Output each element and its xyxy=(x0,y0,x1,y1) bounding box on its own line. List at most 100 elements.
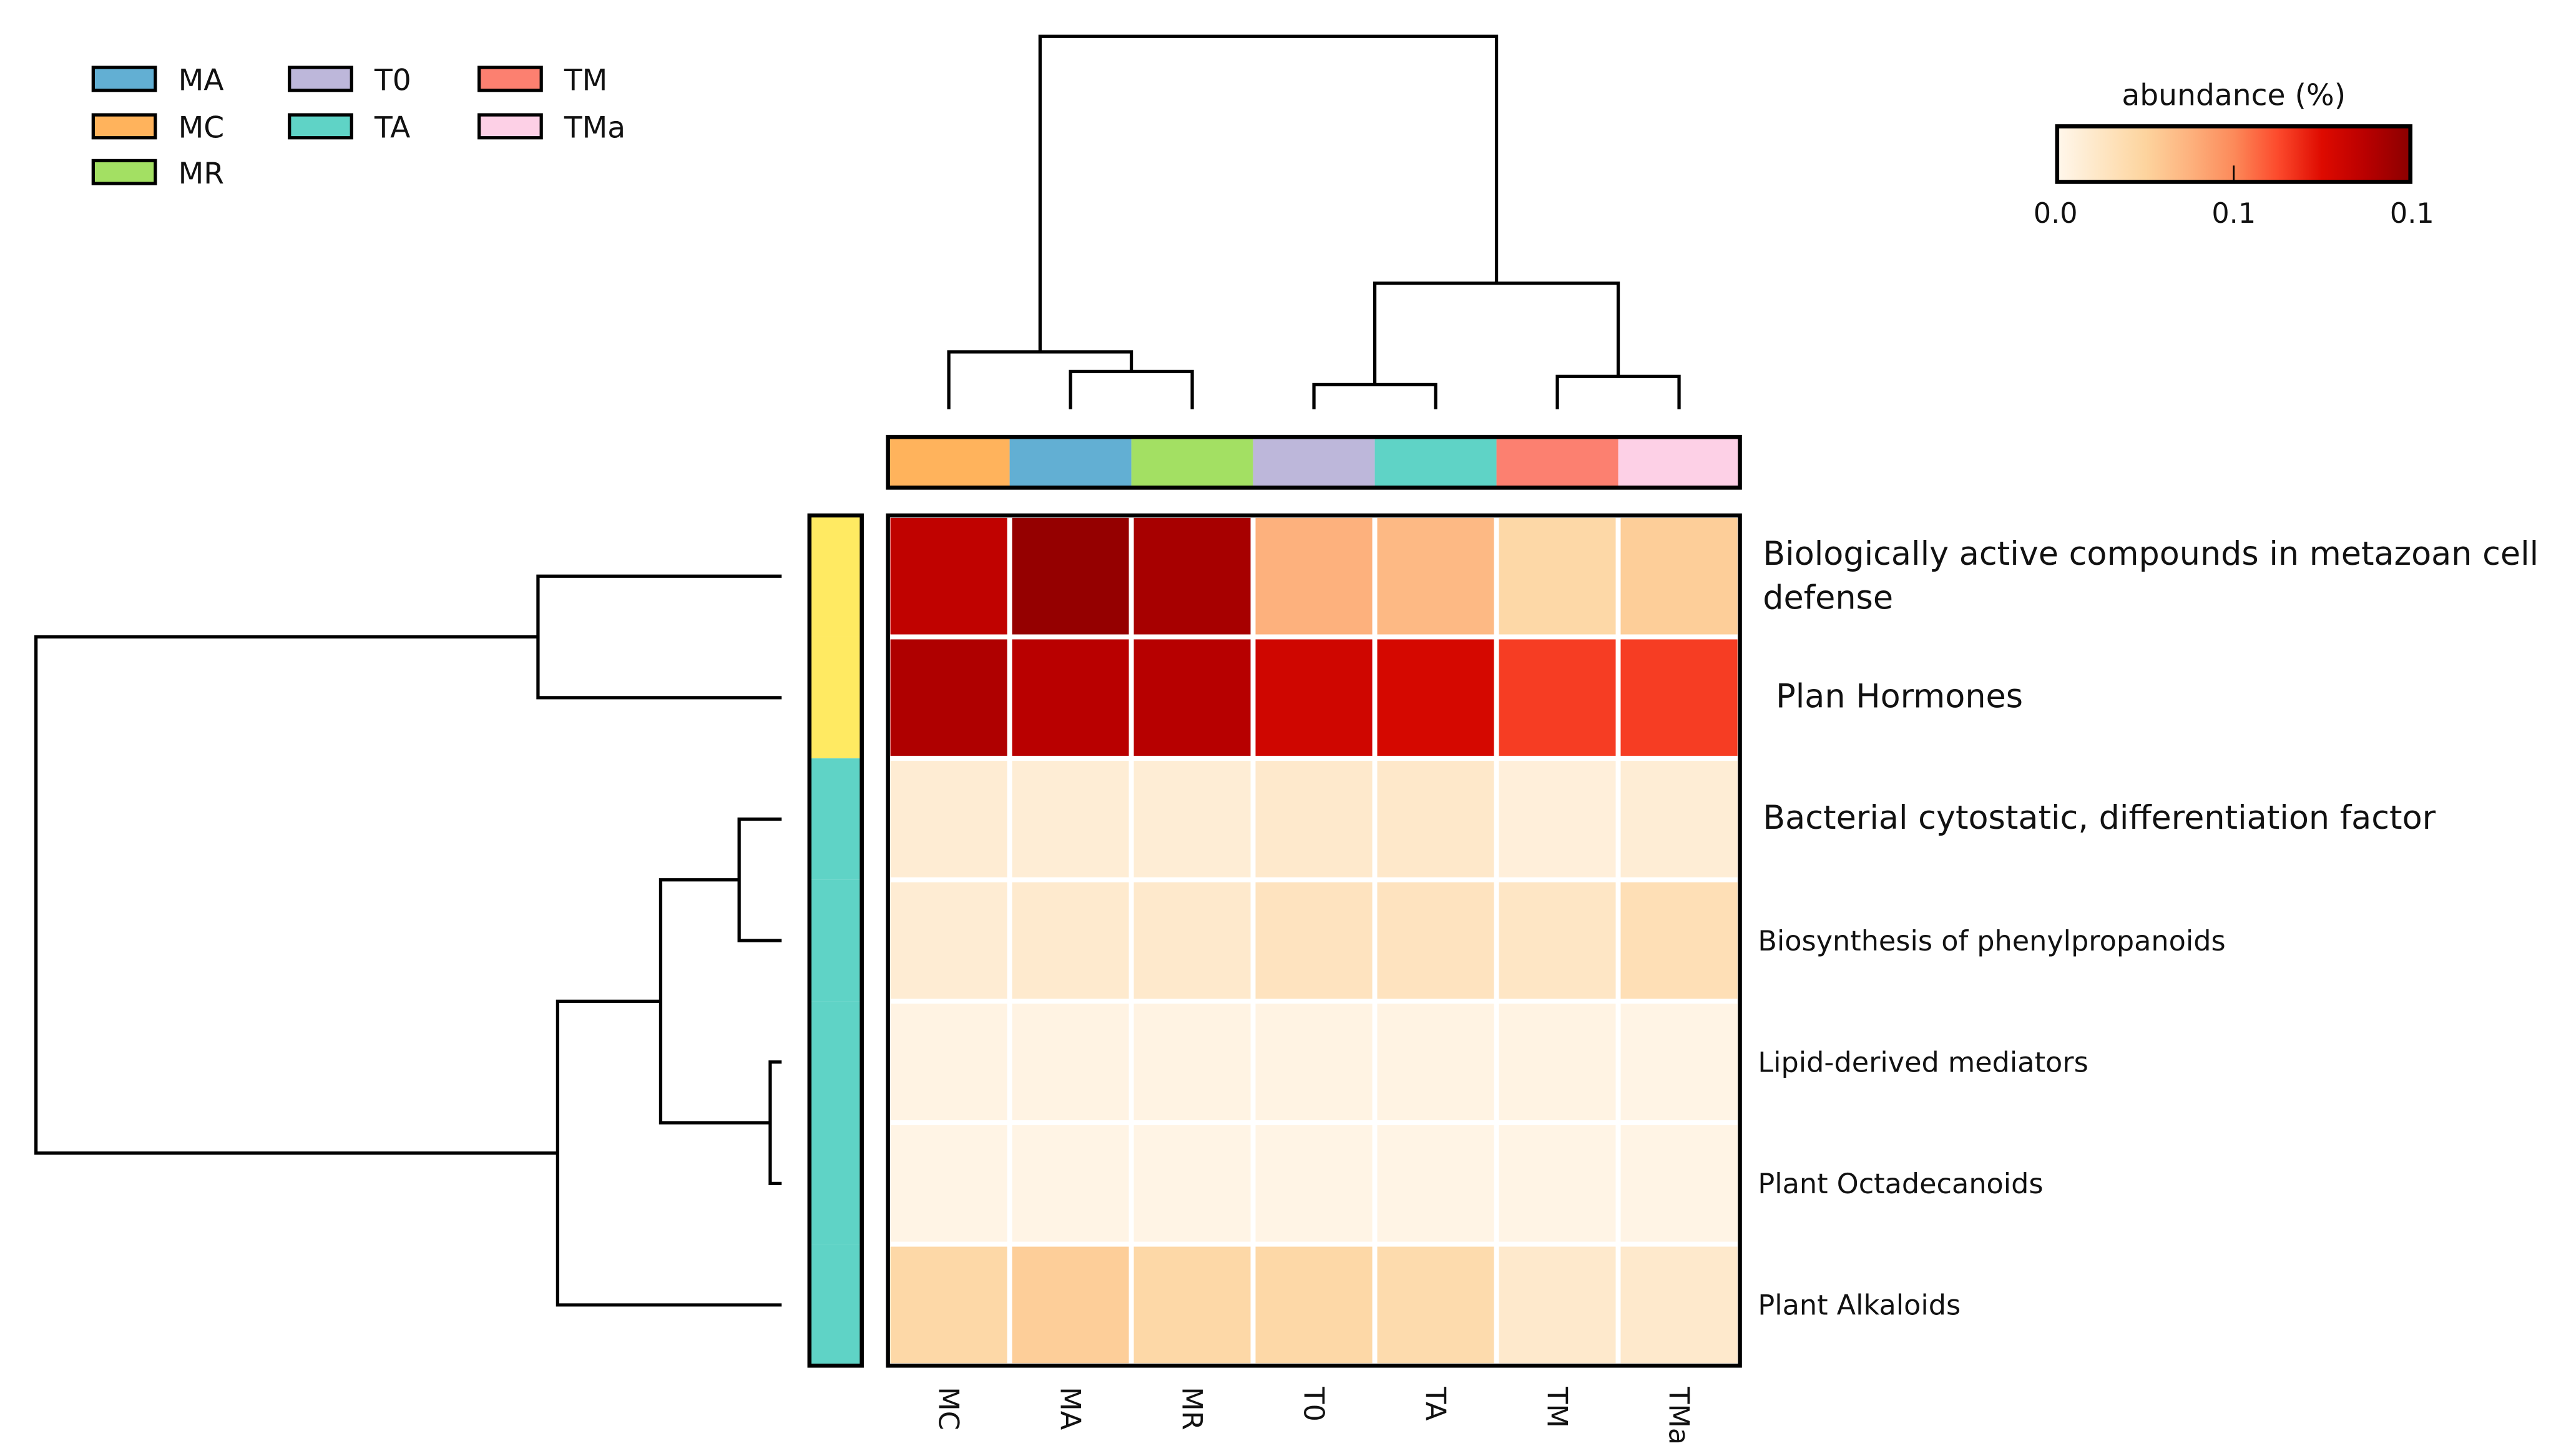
heatmap-cell xyxy=(1129,756,1256,882)
legend-label: MA xyxy=(179,64,224,98)
column-labels: MC MA MR T0 TA TM TMa xyxy=(932,1386,1695,1445)
heatmap-cell xyxy=(1494,634,1621,761)
dendrogram-link xyxy=(536,574,782,700)
row-label: Biosynthesis of phenylpropanoids xyxy=(1758,925,2225,957)
column-group-swatch xyxy=(1618,437,1740,488)
column-label: MA xyxy=(1054,1387,1086,1430)
row-group-swatch xyxy=(809,879,862,1002)
dendrogram-link xyxy=(1038,34,1499,352)
dendrogram-link xyxy=(1555,374,1681,409)
column-group-swatch xyxy=(1253,437,1375,488)
row-label: Biologically active compounds in metazoa… xyxy=(1763,535,2539,573)
legend-label: T0 xyxy=(374,64,411,98)
row-group-swatch xyxy=(809,1244,862,1366)
dendrogram-link xyxy=(1373,281,1620,385)
row-group-swatch xyxy=(809,758,862,880)
column-label: TMa xyxy=(1662,1386,1695,1445)
heatmap-cells xyxy=(885,512,1743,1369)
column-label: MC xyxy=(932,1387,964,1430)
dendrogram-link xyxy=(1312,383,1437,409)
column-label: TA xyxy=(1419,1386,1451,1421)
heatmap-cell xyxy=(1129,999,1256,1125)
heatmap-cell xyxy=(1129,1120,1256,1247)
legend-swatch xyxy=(477,66,543,92)
colorbar: abundance (%) 0.0 0.1 0.1 xyxy=(2034,78,2434,230)
heatmap-cell xyxy=(1615,1241,1743,1369)
heatmap-cell xyxy=(1250,756,1378,882)
heatmap-cell xyxy=(1007,999,1134,1125)
heatmap-cell xyxy=(885,756,1012,882)
row-label: Lipid-derived mediators xyxy=(1758,1046,2088,1078)
heatmap-cell xyxy=(1615,877,1743,1004)
column-color-bar-border xyxy=(886,434,1742,490)
dendrogram-link xyxy=(947,350,1134,409)
row-label: Plant Octadecanoids xyxy=(1758,1168,2043,1200)
row-labels: Biologically active compounds in metazoa… xyxy=(1758,535,2539,1322)
column-label: MR xyxy=(1175,1387,1208,1430)
dendrogram-link xyxy=(1069,369,1194,409)
row-group-swatch xyxy=(809,1001,862,1123)
heatmap-cell xyxy=(1372,1120,1499,1247)
heatmap-cell xyxy=(885,1241,1012,1369)
row-group-swatch xyxy=(809,637,862,759)
row-label: Plan Hormones xyxy=(1776,678,2023,716)
legend-label: MR xyxy=(179,157,224,191)
column-group-swatch xyxy=(888,437,1010,488)
row-group-swatch xyxy=(809,1123,862,1244)
heatmap-cell xyxy=(1007,634,1134,761)
row-dendrogram xyxy=(34,574,782,1307)
heatmap-cell xyxy=(885,634,1012,761)
heatmap-cell xyxy=(1494,999,1621,1125)
column-color-bar xyxy=(886,434,1742,490)
heatmap-cell xyxy=(1372,512,1499,640)
legend-swatch xyxy=(477,113,543,140)
heatmap-border xyxy=(886,513,1742,1368)
column-label: TM xyxy=(1540,1386,1573,1428)
legend-swatch xyxy=(91,159,157,185)
heatmap-cell xyxy=(1615,756,1743,882)
heatmap-cell xyxy=(885,877,1012,1004)
dendrogram-link xyxy=(768,1060,782,1185)
heatmap-cell xyxy=(1494,756,1621,882)
row-group-swatch xyxy=(809,515,862,637)
colorbar-label: abundance (%) xyxy=(2122,78,2346,112)
colorbar-tick-label: 0.0 xyxy=(2034,197,2078,230)
heatmap-cell xyxy=(1250,1120,1378,1247)
heatmap-cell xyxy=(1129,877,1256,1004)
heatmap-cell xyxy=(1372,756,1499,882)
legend-label: TMa xyxy=(564,111,625,145)
row-label: defense xyxy=(1763,579,1893,617)
heatmap-cell xyxy=(1250,877,1378,1004)
heatmap-cell xyxy=(1250,999,1378,1125)
column-group-swatch xyxy=(1496,437,1618,488)
heatmap-cell xyxy=(1494,1241,1621,1369)
heatmap-cell xyxy=(1250,634,1378,761)
dendrogram-link xyxy=(737,817,782,942)
heatmap-cell xyxy=(1615,512,1743,640)
heatmap-cell xyxy=(1007,512,1134,640)
heatmap-cell xyxy=(885,999,1012,1125)
colorbar-tick-label: 0.1 xyxy=(2211,197,2256,230)
heatmap-cell xyxy=(1494,512,1621,640)
column-group-swatch xyxy=(1131,437,1253,488)
column-label: T0 xyxy=(1297,1386,1329,1422)
legend-label: MC xyxy=(179,111,225,145)
dendrogram-link xyxy=(556,999,782,1307)
row-label: Bacterial cytostatic, differentiation fa… xyxy=(1763,799,2436,837)
heatmap-cell xyxy=(1007,877,1134,1004)
legend-label: TM xyxy=(564,64,607,98)
heatmap-cell xyxy=(1129,634,1256,761)
dendrogram-link xyxy=(34,635,558,1155)
heatmap-cell xyxy=(1007,1120,1134,1247)
heatmap-cell xyxy=(1372,877,1499,1004)
heatmap-cell xyxy=(885,512,1012,640)
heatmap-cell xyxy=(1250,1241,1378,1369)
legend-swatch xyxy=(288,113,353,140)
legend-swatch xyxy=(91,113,157,140)
row-color-bar-border xyxy=(807,513,864,1368)
heatmap-cell xyxy=(1494,877,1621,1004)
heatmap-cell xyxy=(1615,1120,1743,1247)
column-group-swatch xyxy=(1374,437,1497,488)
heatmap-cell xyxy=(1129,512,1256,640)
